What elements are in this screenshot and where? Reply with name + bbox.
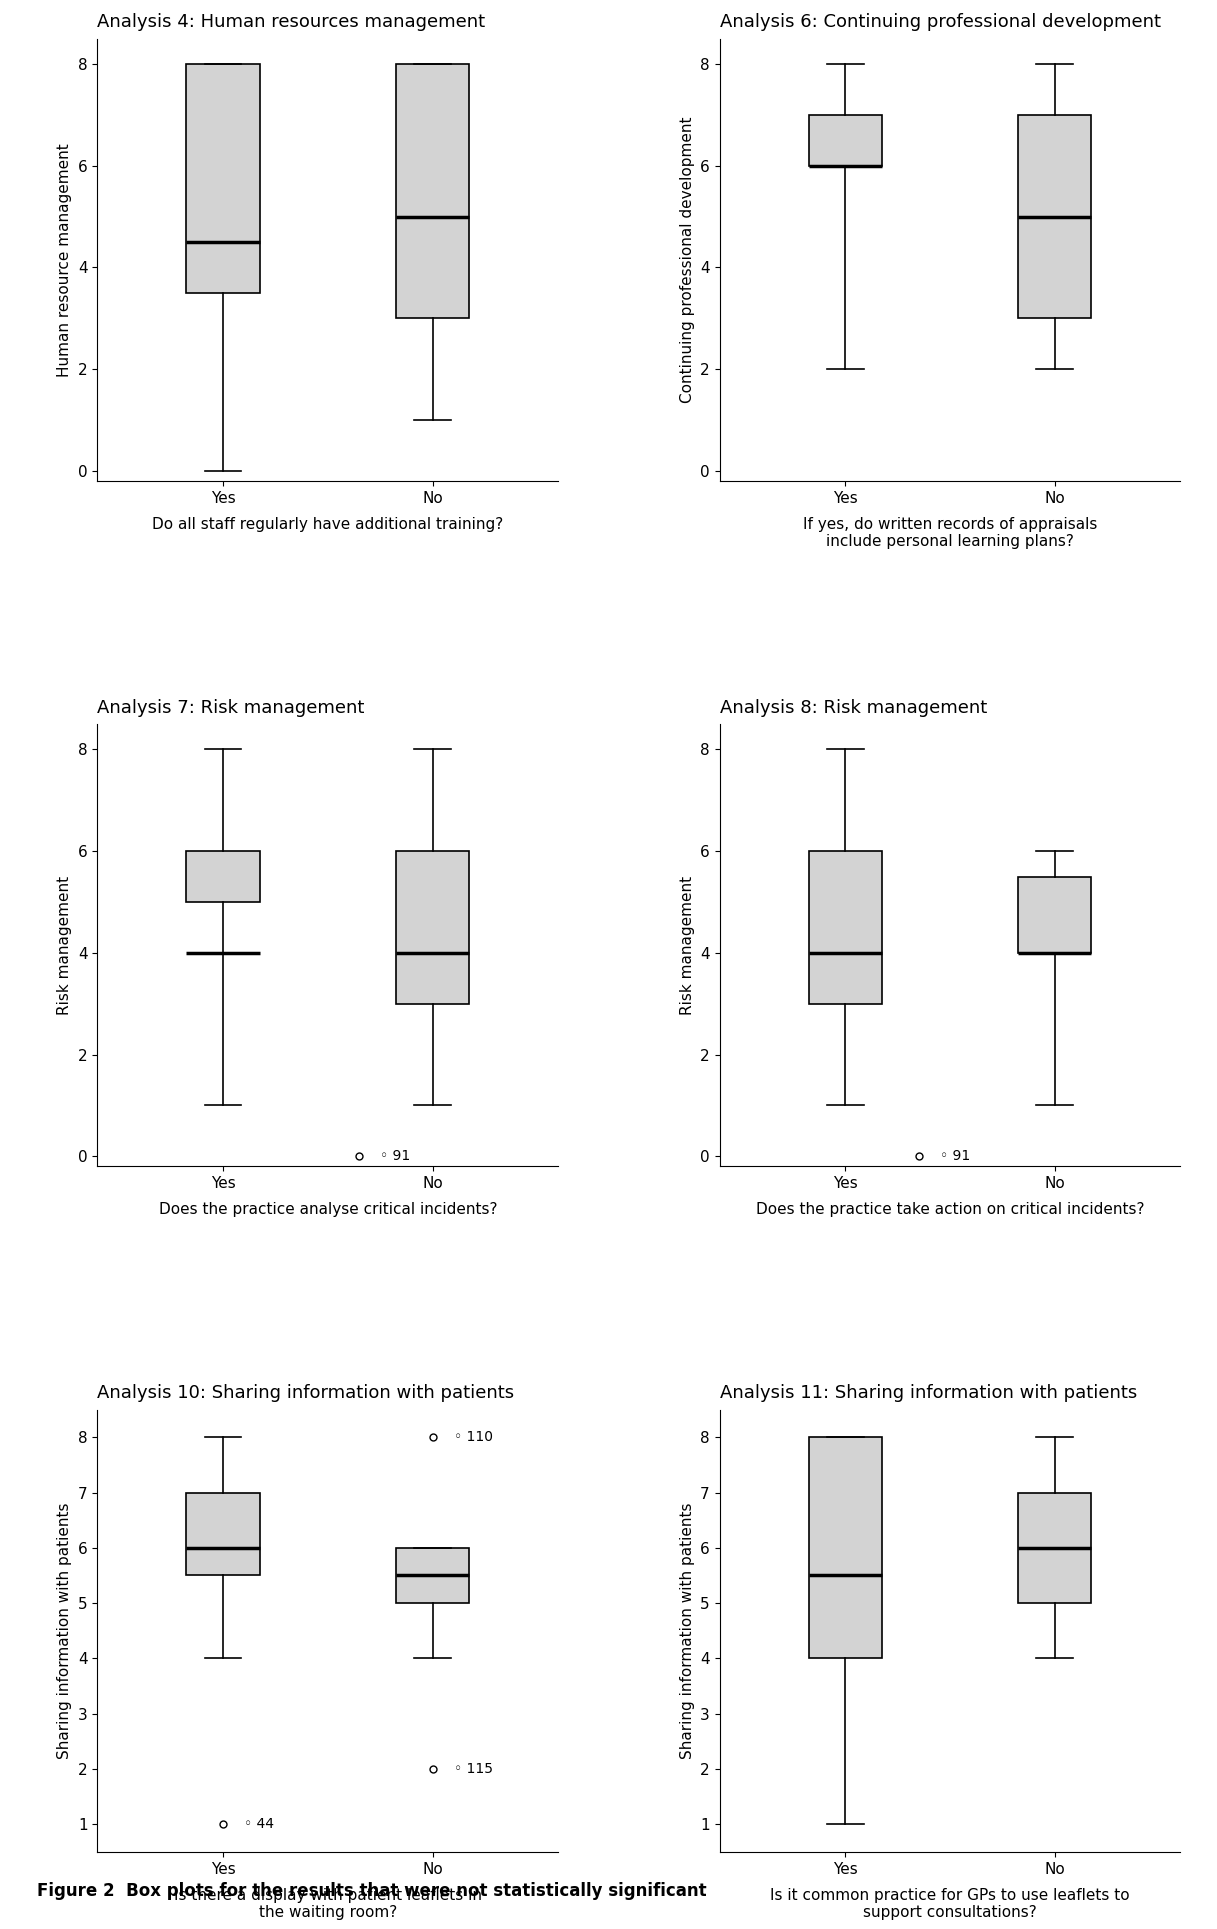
X-axis label: Is there a display with patient leaflets in
the waiting room?: Is there a display with patient leaflets…: [174, 1888, 482, 1919]
Y-axis label: Human resource management: Human resource management: [57, 143, 72, 376]
Y-axis label: Sharing information with patients: Sharing information with patients: [57, 1503, 72, 1759]
Text: Analysis 6: Continuing professional development: Analysis 6: Continuing professional deve…: [719, 14, 1161, 31]
X-axis label: Does the practice analyse critical incidents?: Does the practice analyse critical incid…: [158, 1202, 497, 1217]
PathPatch shape: [396, 64, 470, 318]
Text: Analysis 8: Risk management: Analysis 8: Risk management: [719, 698, 987, 718]
Y-axis label: Risk management: Risk management: [679, 876, 695, 1015]
PathPatch shape: [808, 851, 882, 1003]
X-axis label: Do all staff regularly have additional training?: Do all staff regularly have additional t…: [152, 517, 504, 532]
Text: ◦ 44: ◦ 44: [245, 1817, 274, 1831]
Text: ◦ 115: ◦ 115: [454, 1761, 493, 1777]
PathPatch shape: [396, 1547, 470, 1603]
X-axis label: Does the practice take action on critical incidents?: Does the practice take action on critica…: [756, 1202, 1144, 1217]
PathPatch shape: [1019, 116, 1092, 318]
Text: ◦ 91: ◦ 91: [380, 1150, 410, 1163]
PathPatch shape: [186, 64, 259, 293]
Y-axis label: Sharing information with patients: Sharing information with patients: [679, 1503, 695, 1759]
PathPatch shape: [396, 851, 470, 1003]
PathPatch shape: [186, 1493, 259, 1576]
Text: Figure 2  Box plots for the results that were not statistically significant: Figure 2 Box plots for the results that …: [37, 1883, 706, 1900]
Y-axis label: Risk management: Risk management: [57, 876, 72, 1015]
Text: Analysis 4: Human resources management: Analysis 4: Human resources management: [97, 14, 486, 31]
Text: Analysis 11: Sharing information with patients: Analysis 11: Sharing information with pa…: [719, 1385, 1137, 1402]
PathPatch shape: [186, 851, 259, 903]
PathPatch shape: [1019, 1493, 1092, 1603]
PathPatch shape: [1019, 876, 1092, 953]
PathPatch shape: [808, 116, 882, 166]
Y-axis label: Continuing professional development: Continuing professional development: [679, 116, 695, 403]
Text: ◦ 91: ◦ 91: [940, 1150, 970, 1163]
Text: ◦ 110: ◦ 110: [454, 1429, 493, 1445]
X-axis label: Is it common practice for GPs to use leaflets to
support consultations?: Is it common practice for GPs to use lea…: [770, 1888, 1129, 1919]
PathPatch shape: [808, 1437, 882, 1659]
X-axis label: If yes, do written records of appraisals
include personal learning plans?: If yes, do written records of appraisals…: [803, 517, 1098, 550]
Text: Analysis 7: Risk management: Analysis 7: Risk management: [97, 698, 365, 718]
Text: Analysis 10: Sharing information with patients: Analysis 10: Sharing information with pa…: [97, 1385, 515, 1402]
